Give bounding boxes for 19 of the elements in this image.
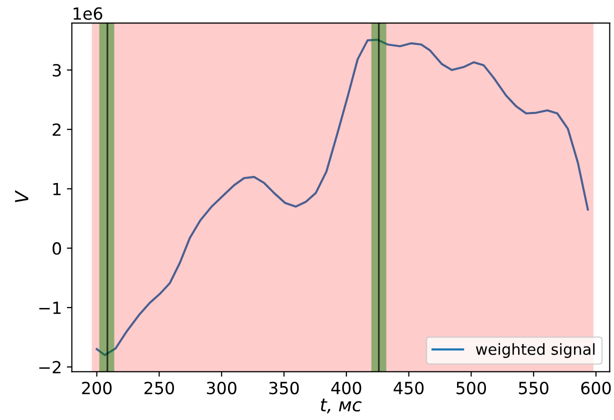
x-tick-label: 400	[331, 382, 362, 394]
x-axis-title: t, мс	[320, 398, 362, 414]
x-tick-label: 300	[206, 382, 236, 394]
y-tick-label: 3	[52, 64, 61, 77]
x-tick-label: 600	[581, 382, 611, 394]
x-tick-label: 250	[144, 382, 174, 394]
y-tick-label: −1	[39, 302, 61, 314]
y-tick-label: 0	[52, 242, 62, 255]
x-tick-label: 450	[394, 382, 424, 394]
y-tick-label: 2	[52, 123, 60, 136]
x-tick-label: 550	[518, 382, 548, 394]
y-axis-title: V	[15, 190, 28, 202]
x-tick-label: 200	[82, 382, 112, 394]
legend-label: weighted signal	[476, 343, 595, 358]
x-tick-label: 500	[456, 382, 486, 394]
x-tick-label: 350	[269, 382, 299, 394]
text: 1e6	[74, 7, 102, 20]
y-tick-label: −2	[39, 360, 60, 374]
y-tick-label: 1	[53, 182, 61, 196]
